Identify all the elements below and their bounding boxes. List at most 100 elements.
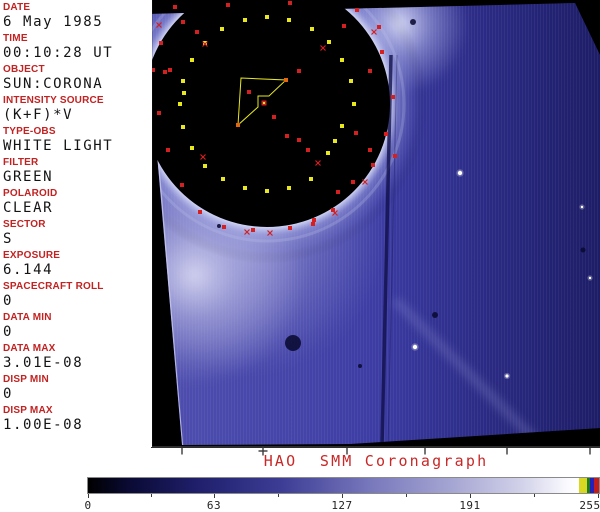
sidebar-entry-spacecraft-roll: SPACECRAFT ROLL 0	[0, 281, 152, 312]
sidebar-entry-disp-max: DISP MAX 1.00E-08	[0, 405, 152, 436]
red-fiducial-dot	[355, 8, 359, 12]
yellow-fiducial-dot	[287, 186, 291, 190]
field-label: EXPOSURE	[3, 250, 61, 261]
red-fiducial-dot	[226, 3, 230, 7]
yellow-fiducial-dot	[181, 79, 185, 83]
red-fiducial-dot	[312, 218, 316, 222]
yellow-fiducial-dot	[243, 18, 247, 22]
yellow-fiducial-dot	[178, 102, 182, 106]
red-fiducial-dot	[195, 30, 199, 34]
red-fiducial-dot	[272, 115, 276, 119]
red-fiducial-dot	[288, 1, 292, 5]
yellow-fiducial-dot	[310, 27, 314, 31]
field-value: S	[3, 231, 14, 247]
field-value: GREEN	[3, 169, 54, 185]
red-fiducial-dot	[368, 148, 372, 152]
sidebar-entry-time: TIME 00:10:28 UT	[0, 33, 152, 64]
field-label: INTENSITY SOURCE	[3, 95, 104, 106]
red-fiducial-dot	[297, 69, 301, 73]
red-x-mark	[200, 154, 206, 160]
red-x-mark	[315, 160, 321, 166]
red-fiducial-dot	[354, 131, 358, 135]
field-label: DATE	[3, 2, 31, 13]
image-content	[152, 0, 600, 445]
field-label: OBJECT	[3, 64, 45, 75]
yellow-fiducial-dot	[340, 124, 344, 128]
yellow-fiducial-dot	[309, 177, 313, 181]
red-fiducial-dot	[157, 111, 161, 115]
red-x-mark	[371, 29, 377, 35]
sidebar-entry-data-min: DATA MIN 0	[0, 312, 152, 343]
yellow-fiducial-dot	[220, 27, 224, 31]
dark-blemish-spot	[580, 247, 586, 253]
red-fiducial-dot	[351, 180, 355, 184]
yellow-fiducial-dot	[327, 40, 331, 44]
sidebar-entry-object: OBJECT SUN:CORONA	[0, 64, 152, 95]
red-fiducial-dot	[247, 90, 251, 94]
sidebar-entry-data-max: DATA MAX 3.01E-08	[0, 343, 152, 374]
sidebar-entry-sector: SECTOR S	[0, 219, 152, 250]
red-x-mark	[244, 229, 250, 235]
field-label: FILTER	[3, 157, 39, 168]
red-fiducial-dot	[152, 68, 155, 72]
sidebar-entry-filter: FILTER GREEN	[0, 157, 152, 188]
star-point	[457, 170, 463, 176]
yellow-fiducial-dot	[190, 58, 194, 62]
yellow-fiducial-dot	[326, 151, 330, 155]
field-label: DATA MAX	[3, 343, 56, 354]
red-x-mark	[267, 230, 273, 236]
field-value: 3.01E-08	[3, 355, 84, 371]
yellow-fiducial-dot	[190, 146, 194, 150]
red-x-mark	[362, 179, 368, 185]
sidebar-entry-intensity-source: INTENSITY SOURCE (K+F)*V	[0, 95, 152, 126]
dark-blemish-spot	[358, 364, 362, 368]
field-value: WHITE LIGHT	[3, 138, 114, 154]
red-fiducial-dot	[371, 163, 375, 167]
field-label: DISP MIN	[3, 374, 49, 385]
yellow-fiducial-dot	[352, 102, 356, 106]
field-value: 0	[3, 324, 14, 340]
field-value: (K+F)*V	[3, 107, 74, 123]
red-fiducial-dot	[306, 148, 310, 152]
star-point	[580, 205, 584, 209]
sidebar-entry-disp-min: DISP MIN 0	[0, 374, 152, 405]
red-fiducial-dot	[336, 190, 340, 194]
sidebar-entry-type-obs: TYPE-OBS WHITE LIGHT	[0, 126, 152, 157]
red-fiducial-dot	[297, 138, 301, 142]
yellow-fiducial-dot	[203, 164, 207, 168]
field-label: POLAROID	[3, 188, 58, 199]
yellow-fiducial-dot	[243, 186, 247, 190]
red-fiducial-dot	[331, 208, 335, 212]
red-fiducial-dot	[168, 68, 172, 72]
red-fiducial-dot	[311, 222, 315, 226]
red-x-mark	[202, 41, 208, 47]
field-label: TIME	[3, 33, 28, 44]
field-value: 6 May 1985	[3, 14, 104, 30]
yellow-fiducial-dot	[203, 41, 207, 45]
red-fiducial-dot	[393, 154, 397, 158]
red-fiducial-dot	[222, 225, 226, 229]
red-fiducial-dot	[180, 183, 184, 187]
polygon-vertex-dot	[284, 78, 288, 82]
red-fiducial-dot	[342, 24, 346, 28]
metadata-sidebar: DATE 6 May 1985 TIME 00:10:28 UT OBJECT SUN:C…	[0, 0, 152, 447]
dark-blemish-spot	[432, 312, 438, 318]
fiducial-overlay	[152, 1, 397, 236]
red-fiducial-dot	[163, 70, 167, 74]
yellow-fiducial-dot	[182, 91, 186, 95]
red-x-mark	[320, 45, 326, 51]
field-value: 00:10:28 UT	[3, 45, 114, 61]
red-fiducial-dot	[384, 132, 388, 136]
red-fiducial-dot	[368, 69, 372, 73]
occulting-disk	[152, 0, 390, 227]
field-value: 6.144	[3, 262, 54, 278]
red-fiducial-dot	[391, 95, 395, 99]
field-label: DISP MAX	[3, 405, 53, 416]
red-fiducial-dot	[251, 228, 255, 232]
red-fiducial-dot	[159, 41, 163, 45]
red-fiducial-dot	[288, 226, 292, 230]
sidebar-entry-exposure: EXPOSURE 6.144	[0, 250, 152, 281]
sidebar-entry-polaroid: POLAROID CLEAR	[0, 188, 152, 219]
yellow-fiducial-dot	[349, 79, 353, 83]
